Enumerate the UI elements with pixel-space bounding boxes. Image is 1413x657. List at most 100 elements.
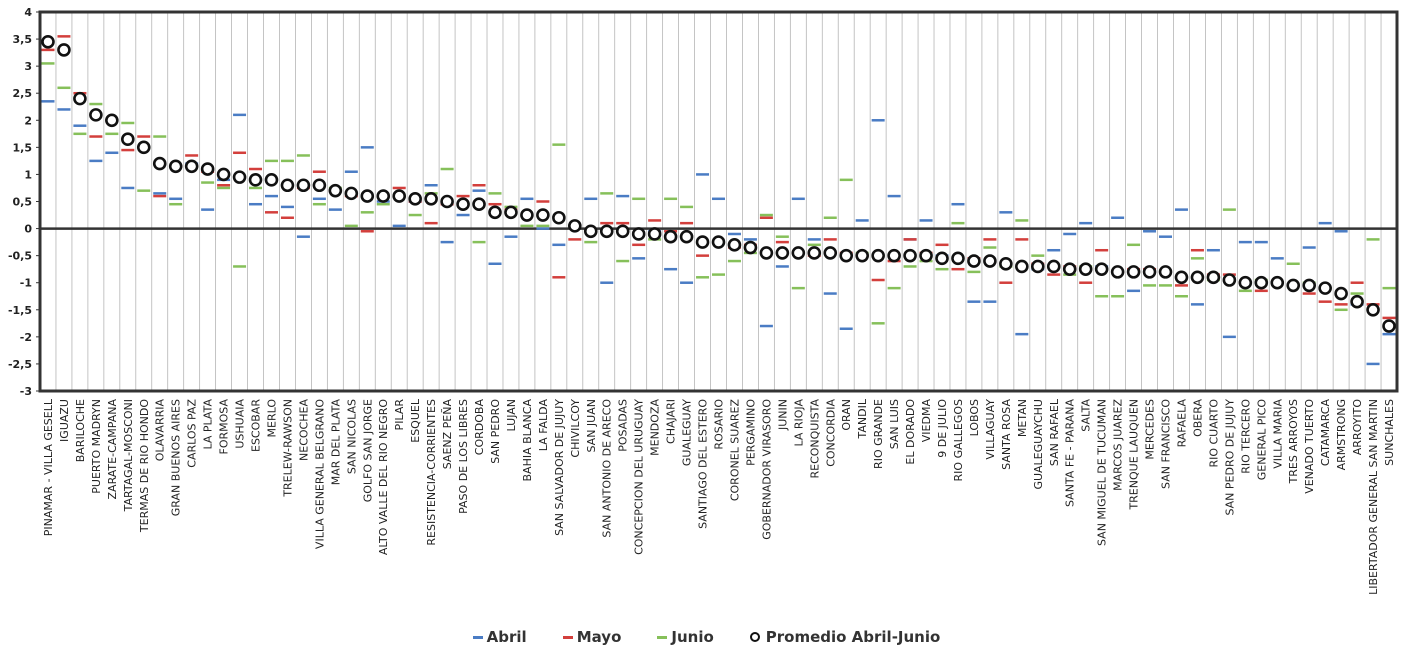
promedio-marker xyxy=(200,162,215,176)
promedio-marker xyxy=(41,34,55,49)
legend-label-junio: Junio xyxy=(671,628,714,646)
legend-label-abril: Abril xyxy=(486,628,527,646)
promedio-marker xyxy=(1302,278,1316,293)
promedio-marker xyxy=(1078,262,1093,276)
x-tick-label: JUNIN xyxy=(776,399,789,431)
promedio-marker xyxy=(73,91,87,106)
x-tick-label: CARLOS PAZ xyxy=(186,399,199,468)
x-tick-label: SAENZ PEÑA xyxy=(441,399,454,470)
promedio-marker xyxy=(999,256,1013,271)
promedio-marker xyxy=(695,235,710,249)
promedio-marker xyxy=(1286,278,1301,293)
x-tick-label: SAN JUAN xyxy=(585,399,598,453)
x-tick-label: PILAR xyxy=(393,399,406,431)
x-tick-label: ARROYITO xyxy=(1351,399,1364,456)
y-tick-label: 0 xyxy=(24,223,32,236)
x-tick-label: USHUAIA xyxy=(234,399,247,449)
promedio-marker xyxy=(568,219,582,233)
promedio-marker xyxy=(1222,273,1237,287)
x-tick-label: SANTIAGO DEL ESTERO xyxy=(697,399,710,529)
legend-item-mayo: Mayo xyxy=(562,628,621,646)
x-tick-label: ORAN xyxy=(840,399,853,431)
x-tick-label: SANTA ROSA xyxy=(1000,399,1013,470)
promedio-marker xyxy=(679,229,694,244)
x-tick-label: GOLFO SAN JORGE xyxy=(361,399,374,502)
x-tick-label: CHIVILCOY xyxy=(569,399,582,458)
x-tick-label: CHAJARI xyxy=(665,399,678,444)
promedio-marker xyxy=(1206,270,1221,285)
legend: Abril Mayo Junio Promedio Abril-Junio xyxy=(0,624,1413,650)
x-tick-label: GOBERNADOR VIRASORO xyxy=(760,399,773,540)
promedio-marker xyxy=(264,173,279,187)
promedio-marker xyxy=(1366,302,1380,317)
promedio-marker xyxy=(105,113,119,128)
promedio-marker xyxy=(743,240,758,255)
x-tick-label: GRAN BUENOS AIRES xyxy=(170,399,183,516)
x-tick-label: EL DORADO xyxy=(904,399,917,465)
x-tick-label: VIEDMA xyxy=(920,399,933,443)
promedio-marker xyxy=(312,178,327,193)
x-tick-label: RIO TERCERO xyxy=(1239,399,1252,474)
promedio-marker xyxy=(1094,262,1109,276)
promedio-marker xyxy=(328,183,343,198)
x-tick-label: CONCORDIA xyxy=(824,399,837,467)
y-tick-label: 1 xyxy=(24,168,32,181)
promedio-marker xyxy=(1238,275,1253,290)
x-tick-label: RIO GALLEGOS xyxy=(952,399,965,481)
x-tick-label: BAHIA BLANCA xyxy=(521,399,534,482)
x-tick-label: SAN MIGUEL DE TUCUMAN xyxy=(1096,399,1109,546)
x-tick-label: PUERTO MADRYN xyxy=(90,399,103,494)
promedio-marker xyxy=(967,254,981,268)
x-tick-label: VILLA GENERAL BELGRANO xyxy=(313,399,326,549)
x-tick-label: LUJAN xyxy=(505,399,518,431)
legend-label-promedio: Promedio Abril-Junio xyxy=(765,628,941,646)
promedio-marker xyxy=(855,248,869,263)
x-tick-label: VILLA MARIA xyxy=(1271,399,1284,469)
x-tick-label: PERGAMINO xyxy=(744,399,757,466)
promedio-marker xyxy=(951,251,965,266)
promedio-marker xyxy=(1174,270,1189,285)
x-tick-label: ESCOBAR xyxy=(250,399,263,452)
legend-item-promedio: Promedio Abril-Junio xyxy=(749,628,941,646)
promedio-marker xyxy=(121,132,135,147)
y-tick-label: -2,5 xyxy=(8,358,32,371)
promedio-marker xyxy=(1030,259,1045,274)
promedio-marker xyxy=(472,197,486,212)
x-tick-label: LA PLATA xyxy=(202,399,215,450)
x-tick-label: POSADAS xyxy=(617,399,630,452)
promedio-marker xyxy=(1334,286,1348,301)
x-tick-label: TERMAS DE RIO HONDO xyxy=(138,399,151,533)
x-tick-label: MERLO xyxy=(265,399,278,438)
promedio-marker xyxy=(903,248,917,263)
x-tick-label: VILLAGUAY xyxy=(984,399,997,460)
promedio-marker xyxy=(424,191,438,206)
x-tick-label: LOBOS xyxy=(968,399,981,436)
x-tick-label: ZARATE-CAMPANA xyxy=(106,399,119,500)
x-tick-label: GUALEGUAY xyxy=(681,399,694,466)
x-tick-label: BARILOCHE xyxy=(74,399,87,462)
x-tick-label: TANDIL xyxy=(856,398,869,439)
promedio-marker xyxy=(1382,319,1396,333)
x-tick-label: OBERA xyxy=(1191,399,1204,437)
promedio-marker xyxy=(583,224,598,239)
x-tick-label: CONCEPCION DEL URUGUAY xyxy=(633,399,646,555)
y-tick-label: 3 xyxy=(24,60,32,73)
y-tick-label: 4 xyxy=(24,6,32,19)
x-tick-label: FORMOSA xyxy=(218,399,231,455)
promedio-marker xyxy=(232,170,247,184)
x-tick-label: RECONQUISTA xyxy=(808,399,821,479)
promedio-marker xyxy=(711,235,726,249)
x-tick-label: GUALEGUAYCHU xyxy=(1032,399,1045,490)
promedio-marker xyxy=(1142,265,1157,279)
plot-frame xyxy=(38,10,1399,393)
x-tick-label: MAR DEL PLATA xyxy=(329,399,342,486)
promedio-marker xyxy=(1126,265,1141,279)
promedio-marker xyxy=(1270,275,1285,290)
promedio-marker xyxy=(759,246,774,260)
y-tick-label: 2 xyxy=(24,114,32,127)
x-tick-label: RAFAELA xyxy=(1175,399,1188,448)
x-tick-label: CORONEL SUAREZ xyxy=(728,399,741,502)
promedio-marker xyxy=(216,167,231,182)
x-tick-label: PINAMAR - VILLA GESELL xyxy=(42,398,55,536)
